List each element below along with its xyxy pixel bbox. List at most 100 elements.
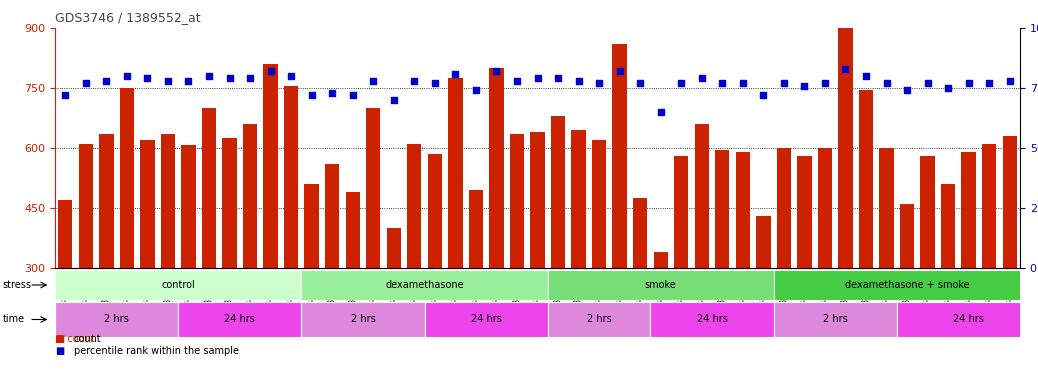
- Point: [406, 78, 422, 84]
- Text: 24 hrs: 24 hrs: [224, 314, 255, 324]
- Bar: [100, 134, 113, 268]
- Point: [365, 78, 382, 84]
- Bar: [469, 190, 483, 268]
- Point: [447, 71, 464, 77]
- Point: [838, 66, 854, 72]
- Bar: [715, 150, 730, 268]
- Bar: [839, 28, 852, 268]
- Point: [488, 68, 504, 74]
- Text: ■ count: ■ count: [55, 334, 95, 344]
- Text: 2 hrs: 2 hrs: [104, 314, 129, 324]
- Point: [324, 90, 340, 96]
- Point: [221, 75, 238, 81]
- Bar: [243, 124, 257, 268]
- Text: GDS3746 / 1389552_at: GDS3746 / 1389552_at: [55, 12, 200, 25]
- Point: [509, 78, 525, 84]
- Text: dexamethasone + smoke: dexamethasone + smoke: [845, 280, 969, 290]
- Bar: [571, 130, 585, 268]
- Point: [282, 73, 299, 79]
- Bar: [425, 302, 548, 337]
- Point: [139, 75, 156, 81]
- Point: [775, 80, 792, 86]
- Bar: [301, 270, 548, 300]
- Point: [673, 80, 689, 86]
- Point: [570, 78, 586, 84]
- Bar: [773, 270, 1038, 300]
- Bar: [284, 86, 298, 268]
- Text: dexamethasone: dexamethasone: [385, 280, 464, 290]
- Point: [160, 78, 176, 84]
- Text: control: control: [161, 280, 195, 290]
- Text: ■: ■: [55, 334, 64, 344]
- Bar: [55, 302, 179, 337]
- Bar: [1003, 136, 1017, 268]
- Point: [263, 68, 279, 74]
- Bar: [592, 140, 606, 268]
- Bar: [448, 78, 463, 268]
- Point: [735, 80, 752, 86]
- Point: [611, 68, 628, 74]
- Point: [467, 87, 484, 93]
- Point: [181, 78, 197, 84]
- Point: [78, 80, 94, 86]
- Text: percentile rank within the sample: percentile rank within the sample: [74, 346, 239, 356]
- Point: [939, 85, 956, 91]
- Bar: [182, 145, 195, 268]
- Bar: [428, 154, 442, 268]
- Text: smoke: smoke: [645, 280, 677, 290]
- Point: [550, 75, 567, 81]
- Point: [529, 75, 546, 81]
- Bar: [119, 88, 134, 268]
- Bar: [654, 252, 667, 268]
- Bar: [161, 134, 175, 268]
- Bar: [982, 144, 996, 268]
- Bar: [489, 68, 503, 268]
- Bar: [264, 64, 278, 268]
- Bar: [773, 302, 897, 337]
- Bar: [79, 144, 93, 268]
- Bar: [818, 148, 832, 268]
- Bar: [921, 156, 935, 268]
- Point: [817, 80, 834, 86]
- Bar: [366, 108, 381, 268]
- Bar: [694, 124, 709, 268]
- Bar: [386, 228, 401, 268]
- Text: 24 hrs: 24 hrs: [696, 314, 728, 324]
- Point: [242, 75, 258, 81]
- Point: [653, 109, 670, 115]
- Point: [857, 73, 874, 79]
- Bar: [897, 302, 1038, 337]
- Bar: [548, 270, 773, 300]
- Point: [385, 97, 402, 103]
- Text: 2 hrs: 2 hrs: [823, 314, 848, 324]
- Point: [981, 80, 998, 86]
- Text: count: count: [74, 334, 102, 344]
- Point: [714, 80, 731, 86]
- Bar: [325, 164, 339, 268]
- Point: [303, 92, 320, 98]
- Point: [899, 87, 916, 93]
- Bar: [612, 44, 627, 268]
- Point: [591, 80, 607, 86]
- Point: [118, 73, 135, 79]
- Bar: [551, 116, 566, 268]
- Point: [960, 80, 977, 86]
- Bar: [674, 156, 688, 268]
- Bar: [651, 302, 773, 337]
- Point: [98, 78, 114, 84]
- Bar: [858, 90, 873, 268]
- Bar: [879, 148, 894, 268]
- Bar: [179, 302, 301, 337]
- Text: time: time: [3, 314, 25, 324]
- Text: stress: stress: [3, 280, 31, 290]
- Bar: [633, 198, 648, 268]
- Bar: [301, 302, 425, 337]
- Bar: [961, 152, 976, 268]
- Bar: [58, 200, 73, 268]
- Bar: [407, 144, 421, 268]
- Text: 24 hrs: 24 hrs: [953, 314, 984, 324]
- Bar: [736, 152, 750, 268]
- Point: [920, 80, 936, 86]
- Bar: [756, 216, 770, 268]
- Bar: [530, 132, 545, 268]
